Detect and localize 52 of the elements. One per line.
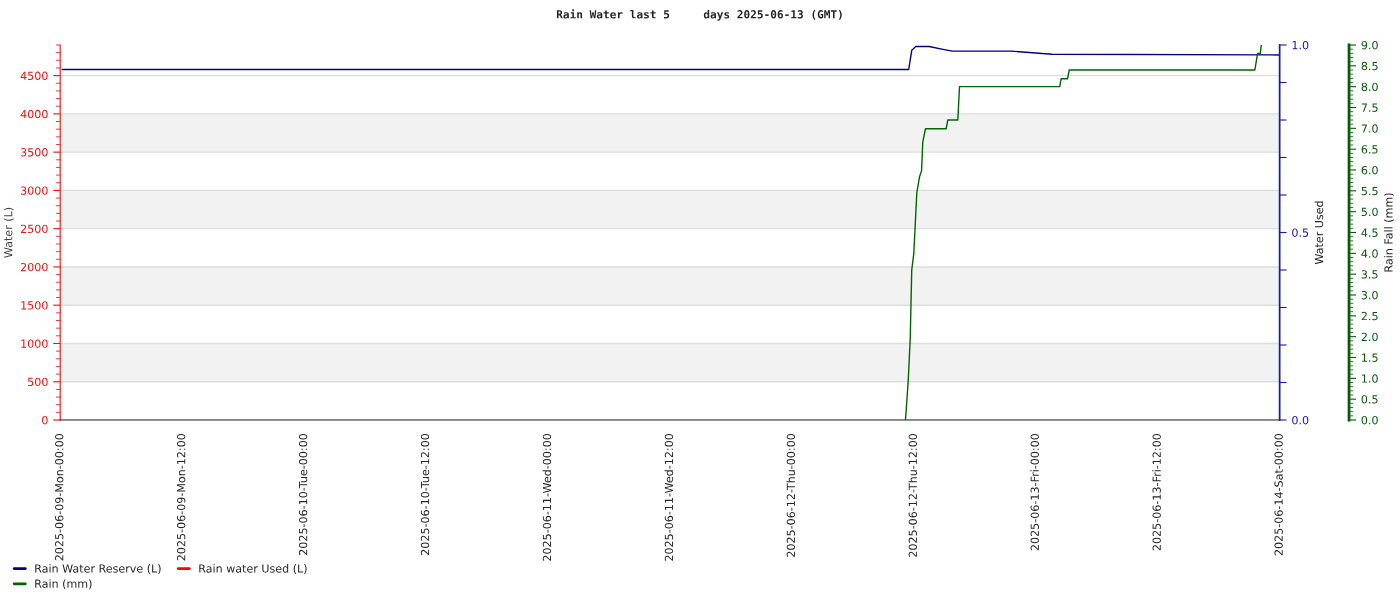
y-tick-label: 3000 [20, 186, 48, 195]
y3-tick-label: 8.5 [1361, 61, 1378, 71]
y-tick-label: 1500 [21, 301, 48, 310]
x-tick-label: 2025-06-10-Tue-12:00 [420, 433, 430, 555]
y-tick-label: 500 [28, 377, 48, 387]
y3-tick-label: 4.5 [1361, 228, 1378, 237]
y-tick-label: 4500 [20, 71, 48, 80]
y-tick-label: 2500 [20, 224, 48, 234]
x-tick-label: 2025-06-09-Mon-12:00 [176, 433, 186, 561]
y-tick-label: 3500 [20, 148, 48, 157]
y3-tick-label: 4.0 [1361, 249, 1378, 258]
y3-tick-label: 5.0 [1361, 207, 1378, 217]
legend-label: Rain Water Reserve (L) [35, 564, 161, 574]
y3-tick-label: 1.5 [1362, 353, 1378, 362]
x-tick-label: 2025-06-11-Wed-00:00 [542, 433, 552, 561]
chart-title: Rain Water last 5 days 2025-06-13 (GMT) [556, 9, 842, 21]
y3-tick-label: 3.5 [1361, 270, 1378, 279]
y3-tick-label: 6.5 [1361, 145, 1378, 154]
y3-tick-label: 7.5 [1361, 103, 1378, 112]
y3-tick-label: 7.0 [1361, 124, 1378, 133]
y2-tick-label: 1.0 [1292, 40, 1309, 50]
y-tick-label: 2000 [20, 262, 48, 272]
y3-tick-label: 9.0 [1361, 40, 1378, 50]
line-series [904, 45, 1263, 420]
y3-axis-title: Rain Fall (mm) [1384, 193, 1394, 272]
x-tick-label: 2025-06-09-Mon-00:00 [55, 433, 64, 561]
y3-tick-label: 6.0 [1361, 165, 1378, 175]
y3-tick-label: 0.5 [1361, 395, 1378, 404]
legend-label: Rain water Used (L) [199, 564, 307, 574]
y-tick-label: 0 [42, 415, 48, 425]
y-tick-label: 4000 [20, 109, 48, 119]
x-tick-label: 2025-06-13-Fri-12:00 [1152, 433, 1161, 551]
x-tick-label: 2025-06-13-Fri-00:00 [1030, 433, 1039, 551]
y3-tick-label: 2.5 [1361, 311, 1378, 321]
y2-tick-label: 0.5 [1292, 228, 1309, 237]
y-tick-label: 1000 [21, 339, 48, 348]
x-tick-label: 2025-06-12-Thu-12:00 [908, 433, 917, 557]
legend-label: Rain (mm) [35, 579, 92, 590]
y-axis-title: Water (L) [3, 207, 14, 258]
y3-tick-label: 2.0 [1361, 332, 1378, 342]
x-tick-label: 2025-06-14-Sat-00:00 [1274, 433, 1283, 556]
y3-tick-label: 1.0 [1362, 374, 1378, 383]
x-tick-label: 2025-06-10-Tue-00:00 [298, 433, 308, 555]
x-tick-label: 2025-06-11-Wed-12:00 [664, 433, 674, 561]
y2-axis-title: Water Used [1314, 201, 1324, 265]
line-series [61, 45, 1280, 71]
y3-tick-label: 8.0 [1361, 82, 1378, 92]
y3-tick-label: 5.5 [1361, 186, 1378, 196]
y3-tick-label: 3.0 [1361, 290, 1378, 300]
x-tick-label: 2025-06-12-Thu-00:00 [786, 433, 796, 557]
y2-tick-label: 0.0 [1292, 415, 1309, 425]
y3-tick-label: 0.0 [1361, 415, 1378, 425]
